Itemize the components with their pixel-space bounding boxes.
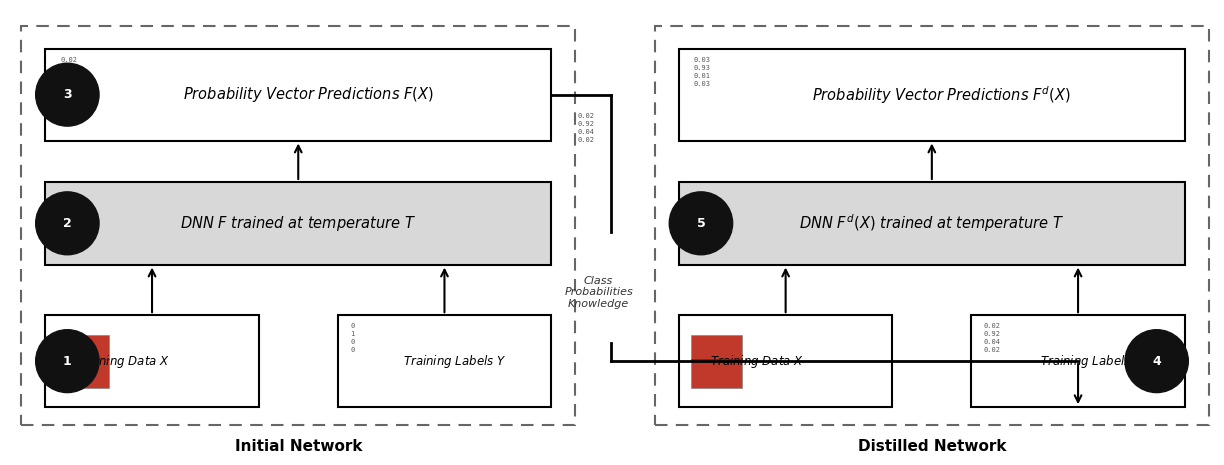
Bar <box>45 49 551 140</box>
Bar <box>679 315 892 407</box>
Bar <box>338 315 551 407</box>
Bar <box>58 335 109 387</box>
Text: 5: 5 <box>696 217 705 230</box>
Bar <box>972 315 1185 407</box>
Text: Initial Network: Initial Network <box>235 439 362 454</box>
Text: 0.02
0.92
0.04
0.02: 0.02 0.92 0.04 0.02 <box>578 113 595 143</box>
Text: Training Labels $F(X)$: Training Labels $F(X)$ <box>1040 352 1159 370</box>
Bar <box>679 49 1185 140</box>
Text: Probability Vector Predictions $F(X)$: Probability Vector Predictions $F(X)$ <box>182 85 433 104</box>
Text: Class
Probabilities
Knowledge: Class Probabilities Knowledge <box>564 276 633 309</box>
Bar <box>679 182 1185 265</box>
Text: 2: 2 <box>62 217 72 230</box>
Bar <box>655 26 1209 425</box>
Ellipse shape <box>1125 330 1189 392</box>
Text: 0.03
0.93
0.01
0.03: 0.03 0.93 0.01 0.03 <box>694 57 711 87</box>
Ellipse shape <box>35 192 99 255</box>
Text: Training Data $X$: Training Data $X$ <box>76 352 170 370</box>
Ellipse shape <box>35 330 99 392</box>
Bar <box>692 335 743 387</box>
Text: 3: 3 <box>64 88 72 101</box>
Text: Probability Vector Predictions $F^d(X)$: Probability Vector Predictions $F^d(X)$ <box>813 84 1071 106</box>
Text: 1: 1 <box>62 355 72 368</box>
Bar <box>45 182 551 265</box>
Text: Training Labels $Y$: Training Labels $Y$ <box>404 352 507 370</box>
Text: 4: 4 <box>1152 355 1162 368</box>
Text: Distilled Network: Distilled Network <box>858 439 1006 454</box>
Ellipse shape <box>35 63 99 126</box>
Text: 0.02
0.92
0.04
0.02: 0.02 0.92 0.04 0.02 <box>60 57 77 87</box>
Text: 0.02
0.92
0.04
0.02: 0.02 0.92 0.04 0.02 <box>984 324 1001 353</box>
Text: DNN $F^d(X)$ trained at temperature $T$: DNN $F^d(X)$ trained at temperature $T$ <box>799 213 1065 234</box>
Text: 0
1
0
0: 0 1 0 0 <box>350 324 354 353</box>
Bar <box>45 315 258 407</box>
Text: DNN $F$ trained at temperature $T$: DNN $F$ trained at temperature $T$ <box>180 214 416 233</box>
Bar <box>21 26 575 425</box>
Text: Training Data $X$: Training Data $X$ <box>710 352 804 370</box>
Ellipse shape <box>670 192 733 255</box>
